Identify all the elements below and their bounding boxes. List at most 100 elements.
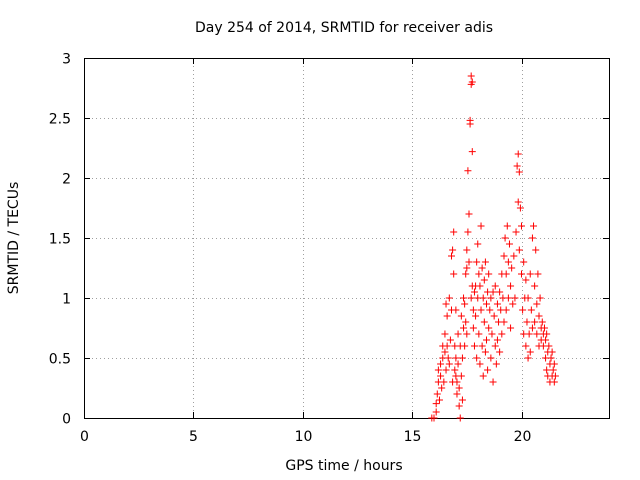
data-point <box>487 354 495 362</box>
data-point <box>505 240 513 248</box>
data-point <box>514 150 522 158</box>
data-point <box>550 378 558 386</box>
data-point <box>502 306 510 314</box>
data-point <box>476 282 484 290</box>
y-tick-label: 2.5 <box>49 112 71 128</box>
data-point <box>477 306 485 314</box>
data-point <box>443 342 451 350</box>
data-point <box>464 228 472 236</box>
data-point <box>491 282 499 290</box>
grid <box>84 58 609 418</box>
y-tick-label: 0.5 <box>49 352 71 368</box>
data-point <box>463 264 471 272</box>
data-point <box>523 318 531 326</box>
data-point <box>460 294 468 302</box>
x-tick-label: 5 <box>189 429 198 445</box>
data-point <box>551 372 559 380</box>
data-point <box>533 300 541 308</box>
data-point <box>480 276 488 284</box>
data-point <box>473 354 481 362</box>
data-point <box>485 270 493 278</box>
data-point <box>511 294 519 302</box>
chart-title: Day 254 of 2014, SRMTID for receiver adi… <box>195 20 493 36</box>
data-point <box>500 252 508 260</box>
data-point <box>461 342 469 350</box>
data-point <box>520 258 528 266</box>
data-point <box>432 400 440 408</box>
data-point <box>488 330 496 338</box>
data-point <box>445 294 453 302</box>
data-point <box>443 312 451 320</box>
data-point <box>501 234 509 242</box>
x-axis-label: GPS time / hours <box>285 458 402 474</box>
data-point <box>449 246 457 254</box>
data-point <box>493 336 501 344</box>
data-point <box>440 378 448 386</box>
data-point <box>485 324 493 332</box>
data-point <box>534 270 542 278</box>
data-point <box>489 288 497 296</box>
data-point <box>549 366 557 374</box>
data-point <box>514 198 522 206</box>
data-points <box>428 72 559 422</box>
y-tick-label: 2 <box>62 172 71 188</box>
data-point <box>550 360 558 368</box>
data-point <box>441 330 449 338</box>
data-point <box>522 276 530 284</box>
data-point <box>486 306 494 314</box>
data-point <box>543 330 551 338</box>
data-point <box>545 342 553 350</box>
data-point <box>518 222 525 230</box>
data-point <box>468 78 476 86</box>
data-point <box>468 148 476 156</box>
y-axis-label: SRMTID / TECUs <box>6 182 22 295</box>
data-point <box>525 330 533 338</box>
data-point <box>493 300 501 308</box>
data-point <box>500 318 508 326</box>
data-point <box>542 336 550 344</box>
data-point <box>450 270 458 278</box>
data-point <box>528 234 536 242</box>
data-point <box>533 330 541 338</box>
data-point <box>453 378 461 386</box>
data-point <box>510 252 518 260</box>
y-tick-label: 3 <box>62 52 71 68</box>
data-point <box>528 324 536 332</box>
data-point <box>515 246 523 254</box>
data-point <box>515 168 523 176</box>
data-point <box>465 210 473 218</box>
data-point <box>455 402 463 410</box>
data-point <box>483 336 490 344</box>
data-point <box>481 348 489 356</box>
data-point <box>458 354 466 362</box>
data-point <box>470 342 478 350</box>
data-point <box>530 222 538 230</box>
data-point <box>496 348 504 356</box>
data-point <box>454 360 462 368</box>
data-point <box>535 312 543 320</box>
y-tick-label: 0 <box>62 412 71 428</box>
data-point <box>446 336 454 344</box>
data-point <box>483 300 490 308</box>
data-point <box>478 264 486 272</box>
data-point <box>452 306 460 314</box>
data-point <box>472 312 480 320</box>
data-point <box>452 354 460 362</box>
data-point <box>457 372 465 380</box>
x-tick-label: 0 <box>80 429 89 445</box>
data-point <box>461 300 469 308</box>
data-point <box>519 306 527 314</box>
data-point <box>507 282 515 290</box>
data-point <box>547 354 555 362</box>
y-tick-label: 1 <box>62 292 71 308</box>
data-point <box>444 354 452 362</box>
data-point <box>460 324 468 332</box>
data-point <box>432 408 440 416</box>
data-point <box>437 372 445 380</box>
data-point <box>481 258 489 266</box>
data-point <box>474 240 482 248</box>
data-point <box>458 396 466 404</box>
data-point <box>463 246 471 254</box>
data-point <box>524 354 532 362</box>
data-point <box>526 270 534 278</box>
